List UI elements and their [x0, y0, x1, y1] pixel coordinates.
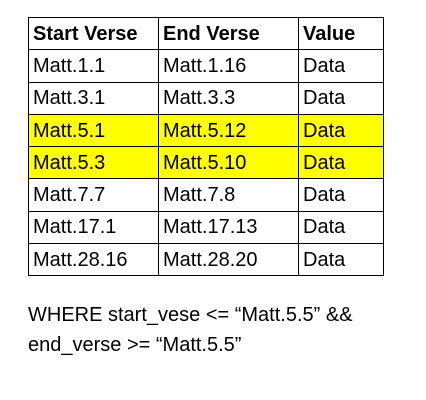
table-row: Matt.5.1 Matt.5.12 Data — [28, 113, 384, 148]
table-row: Matt.17.1 Matt.17.13 Data — [28, 210, 384, 245]
start-verse-cell: Matt.7.7 — [28, 178, 159, 212]
start-verse-cell: Matt.1.1 — [28, 49, 159, 83]
query-text: WHERE start_vese <= “Matt.5.5” && end_ver… — [28, 300, 420, 360]
table-row: Matt.1.1 Matt.1.16 Data — [28, 49, 384, 83]
value-cell: Data — [298, 81, 384, 115]
value-cell: Data — [298, 49, 384, 83]
start-verse-cell: Matt.28.16 — [28, 243, 159, 277]
end-verse-cell: Matt.5.12 — [158, 113, 299, 148]
column-header-end-verse: End Verse — [158, 16, 299, 51]
value-cell: Data — [298, 146, 384, 180]
query-line-1: WHERE start_vese <= “Matt.5.5” && — [28, 304, 353, 326]
start-verse-cell: Matt.5.3 — [28, 146, 159, 180]
header-row: Start Verse End Verse Value — [28, 16, 384, 51]
end-verse-cell: Matt.17.13 — [158, 210, 299, 245]
start-verse-cell: Matt.3.1 — [28, 81, 159, 115]
end-verse-cell: Matt.28.20 — [158, 243, 299, 277]
value-cell: Data — [298, 113, 384, 148]
query-line-2: end_verse >= “Matt.5.5” — [28, 334, 242, 356]
table-row: Matt.5.3 Matt.5.10 Data — [28, 146, 384, 180]
table-row: Matt.3.1 Matt.3.3 Data — [28, 81, 384, 115]
start-verse-cell: Matt.17.1 — [28, 210, 159, 245]
verse-table: Start Verse End Verse Value Matt.1.1 Mat… — [28, 16, 384, 277]
table-row: Matt.7.7 Matt.7.8 Data — [28, 178, 384, 212]
end-verse-cell: Matt.7.8 — [158, 178, 299, 212]
value-cell: Data — [298, 243, 384, 277]
end-verse-cell: Matt.5.10 — [158, 146, 299, 180]
value-cell: Data — [298, 178, 384, 212]
end-verse-cell: Matt.3.3 — [158, 81, 299, 115]
end-verse-cell: Matt.1.16 — [158, 49, 299, 83]
column-header-value: Value — [298, 16, 384, 51]
table-row: Matt.28.16 Matt.28.20 Data — [28, 243, 384, 277]
column-header-start-verse: Start Verse — [28, 16, 159, 51]
start-verse-cell: Matt.5.1 — [28, 113, 159, 148]
value-cell: Data — [298, 210, 384, 245]
